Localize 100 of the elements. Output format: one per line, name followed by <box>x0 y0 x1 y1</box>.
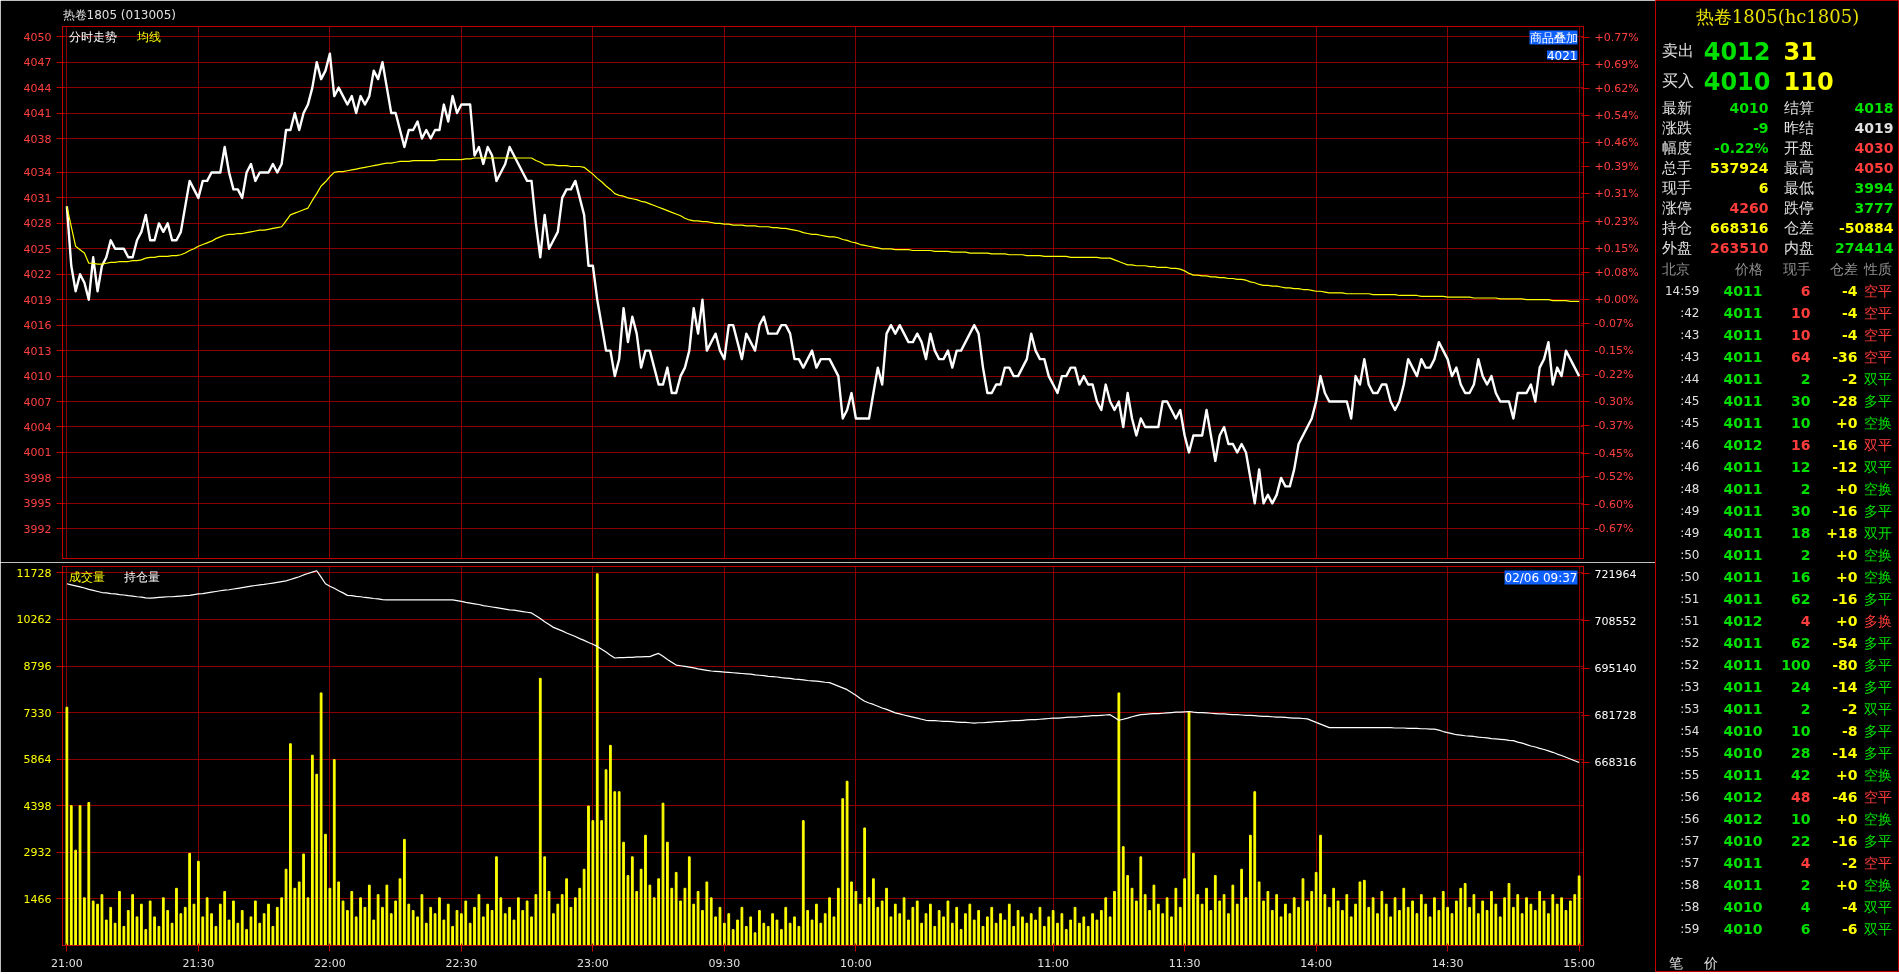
text: 多平 <box>1863 656 1892 673</box>
text: 4012 <box>1723 436 1763 453</box>
text: -80 <box>1832 656 1858 673</box>
text: -8 <box>1841 722 1858 739</box>
text: 30 <box>1791 392 1811 409</box>
text: 买入 <box>1661 71 1694 90</box>
text: :53 <box>1680 701 1700 716</box>
text: 价 <box>1702 954 1718 971</box>
text: 4011 <box>1723 414 1763 431</box>
y-tick-label: 4019 <box>23 293 52 307</box>
text: -14 <box>1832 744 1858 761</box>
text: 空平 <box>1863 326 1892 343</box>
text: :50 <box>1680 569 1700 584</box>
text: 4 <box>1800 854 1811 871</box>
text: 性质 <box>1862 260 1892 277</box>
text: 多平 <box>1863 502 1892 519</box>
text: :45 <box>1680 415 1700 430</box>
text: 4012 <box>1723 810 1763 827</box>
y2-tick-label: +0.31% <box>1594 187 1639 201</box>
x-tick-label: 14:30 <box>1431 956 1464 970</box>
text: :52 <box>1680 657 1700 672</box>
text: 多平 <box>1863 392 1892 409</box>
y-tick-label: 1466 <box>23 892 52 906</box>
text: 100 <box>1781 656 1811 673</box>
chart-title: 热卷1805 (013005) <box>62 7 177 22</box>
text: 4010 <box>1703 67 1771 96</box>
y2-tick-label: +0.15% <box>1594 242 1639 256</box>
x-tick-label: 21:00 <box>51 956 83 970</box>
text: 4011 <box>1723 348 1763 365</box>
y-tick-label: 4041 <box>23 107 52 121</box>
y-tick-label: 10262 <box>16 613 52 627</box>
y2-tick-label: +0.46% <box>1594 136 1639 150</box>
text: 4011 <box>1723 678 1763 695</box>
text: 2 <box>1800 370 1811 387</box>
text: 多换 <box>1863 612 1892 629</box>
text: :58 <box>1680 877 1700 892</box>
text: 4050 <box>1854 159 1894 176</box>
text: 涨跌 <box>1661 118 1692 137</box>
text: 2 <box>1800 546 1811 563</box>
x-tick-label: 09:30 <box>708 956 741 970</box>
text: 热卷1805(hc1805) <box>1695 6 1860 27</box>
text: 4260 <box>1729 199 1769 216</box>
x-tick-label: 23:00 <box>577 956 609 970</box>
y2-tick-label: +0.77% <box>1594 30 1639 44</box>
y-tick-label: 3998 <box>23 471 52 485</box>
y-tick-label: 4047 <box>23 56 52 70</box>
text: 10 <box>1791 304 1811 321</box>
text: 最高 <box>1783 158 1814 177</box>
text: -4 <box>1841 326 1858 343</box>
text: 4011 <box>1723 700 1763 717</box>
text: -16 <box>1832 832 1858 849</box>
y2-tick-label: 668316 <box>1594 756 1637 770</box>
series-label: 持仓量 <box>123 569 160 584</box>
text: 4012 <box>1723 612 1763 629</box>
text: 最新 <box>1661 98 1692 117</box>
text: 4012 <box>1723 788 1763 805</box>
text: +18 <box>1826 524 1858 541</box>
text: +0 <box>1836 546 1858 563</box>
text: -14 <box>1832 678 1858 695</box>
text: 22 <box>1791 832 1811 849</box>
y-tick-label: 4010 <box>23 370 52 384</box>
x-tick-label: 21:30 <box>182 956 215 970</box>
x-tick-label: 11:00 <box>1037 956 1069 970</box>
text: 空平 <box>1863 282 1892 299</box>
y-tick-label: 4001 <box>23 446 52 460</box>
text: :42 <box>1680 305 1700 320</box>
text: 现手 <box>1782 260 1811 277</box>
text: 4030 <box>1854 139 1894 156</box>
text: -9 <box>1752 119 1769 136</box>
text: -12 <box>1832 458 1858 475</box>
text: 空平 <box>1863 348 1892 365</box>
text: 4011 <box>1723 392 1763 409</box>
text: :43 <box>1680 349 1700 364</box>
y-tick-label: 4007 <box>23 395 52 409</box>
text: :44 <box>1680 371 1700 386</box>
text: 4011 <box>1723 304 1763 321</box>
text: :49 <box>1680 503 1700 518</box>
text: :53 <box>1680 679 1700 694</box>
text: -4 <box>1841 282 1858 299</box>
y-tick-label: 4028 <box>23 217 52 231</box>
text: 28 <box>1791 744 1811 761</box>
text: -50884 <box>1838 219 1894 236</box>
text: 4011 <box>1723 590 1763 607</box>
text: -16 <box>1832 502 1858 519</box>
text: 4 <box>1800 612 1811 629</box>
x-tick-label: 22:30 <box>445 956 478 970</box>
x-tick-label: 10:00 <box>840 956 872 970</box>
text: 668316 <box>1710 219 1769 236</box>
text: 双平 <box>1863 436 1892 453</box>
text: :59 <box>1680 921 1700 936</box>
text: :45 <box>1680 393 1700 408</box>
text: +0 <box>1836 414 1858 431</box>
text: :46 <box>1680 437 1700 452</box>
text: 空换 <box>1863 568 1892 585</box>
text: 4018 <box>1854 99 1894 116</box>
text: 4012 <box>1703 37 1771 66</box>
text: 内盘 <box>1783 238 1814 257</box>
text: 4010 <box>1723 722 1763 739</box>
text: 16 <box>1791 568 1811 585</box>
text: 4010 <box>1723 920 1763 937</box>
